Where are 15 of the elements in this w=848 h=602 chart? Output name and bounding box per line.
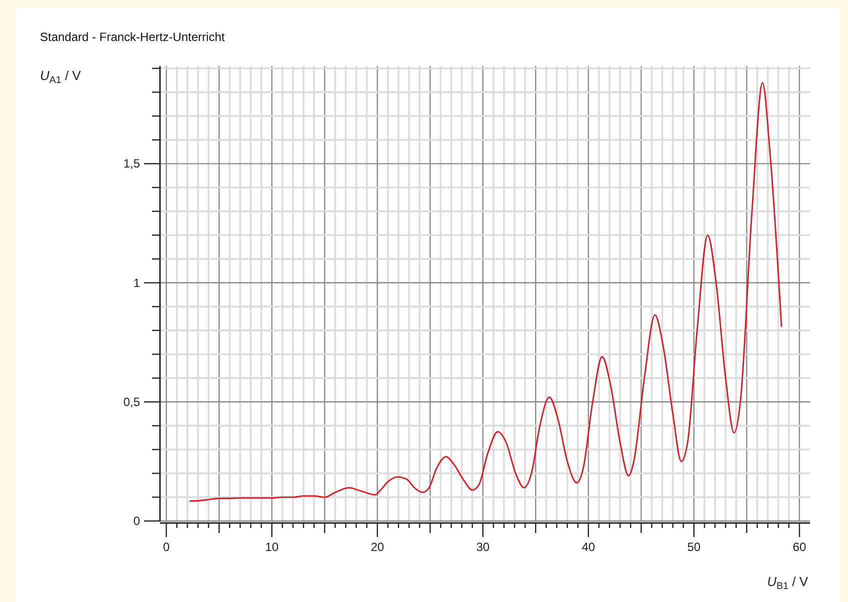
x-axis-title: U$_{B1}$ / V [767,574,808,592]
line-series [188,82,782,502]
x-tick-label: 10 [265,540,279,554]
x-tick-label: 60 [792,540,806,554]
chart-title: Standard - Franck-Hertz-Unterricht [40,30,226,44]
y-tick-label: 1,5 [123,156,140,171]
x-tick-label: 20 [370,540,384,554]
y-tick-label: 0 [133,514,140,528]
y-tick-label: 0,5 [123,394,140,409]
x-tick-label: 30 [476,540,490,554]
y-axis-title: U$_{A1}$ / V [40,68,82,86]
x-tick-label: 40 [582,540,596,554]
y-tick-label: 1 [133,276,140,290]
x-tick-label: 0 [162,540,170,554]
x-tick-label: 50 [687,540,701,554]
